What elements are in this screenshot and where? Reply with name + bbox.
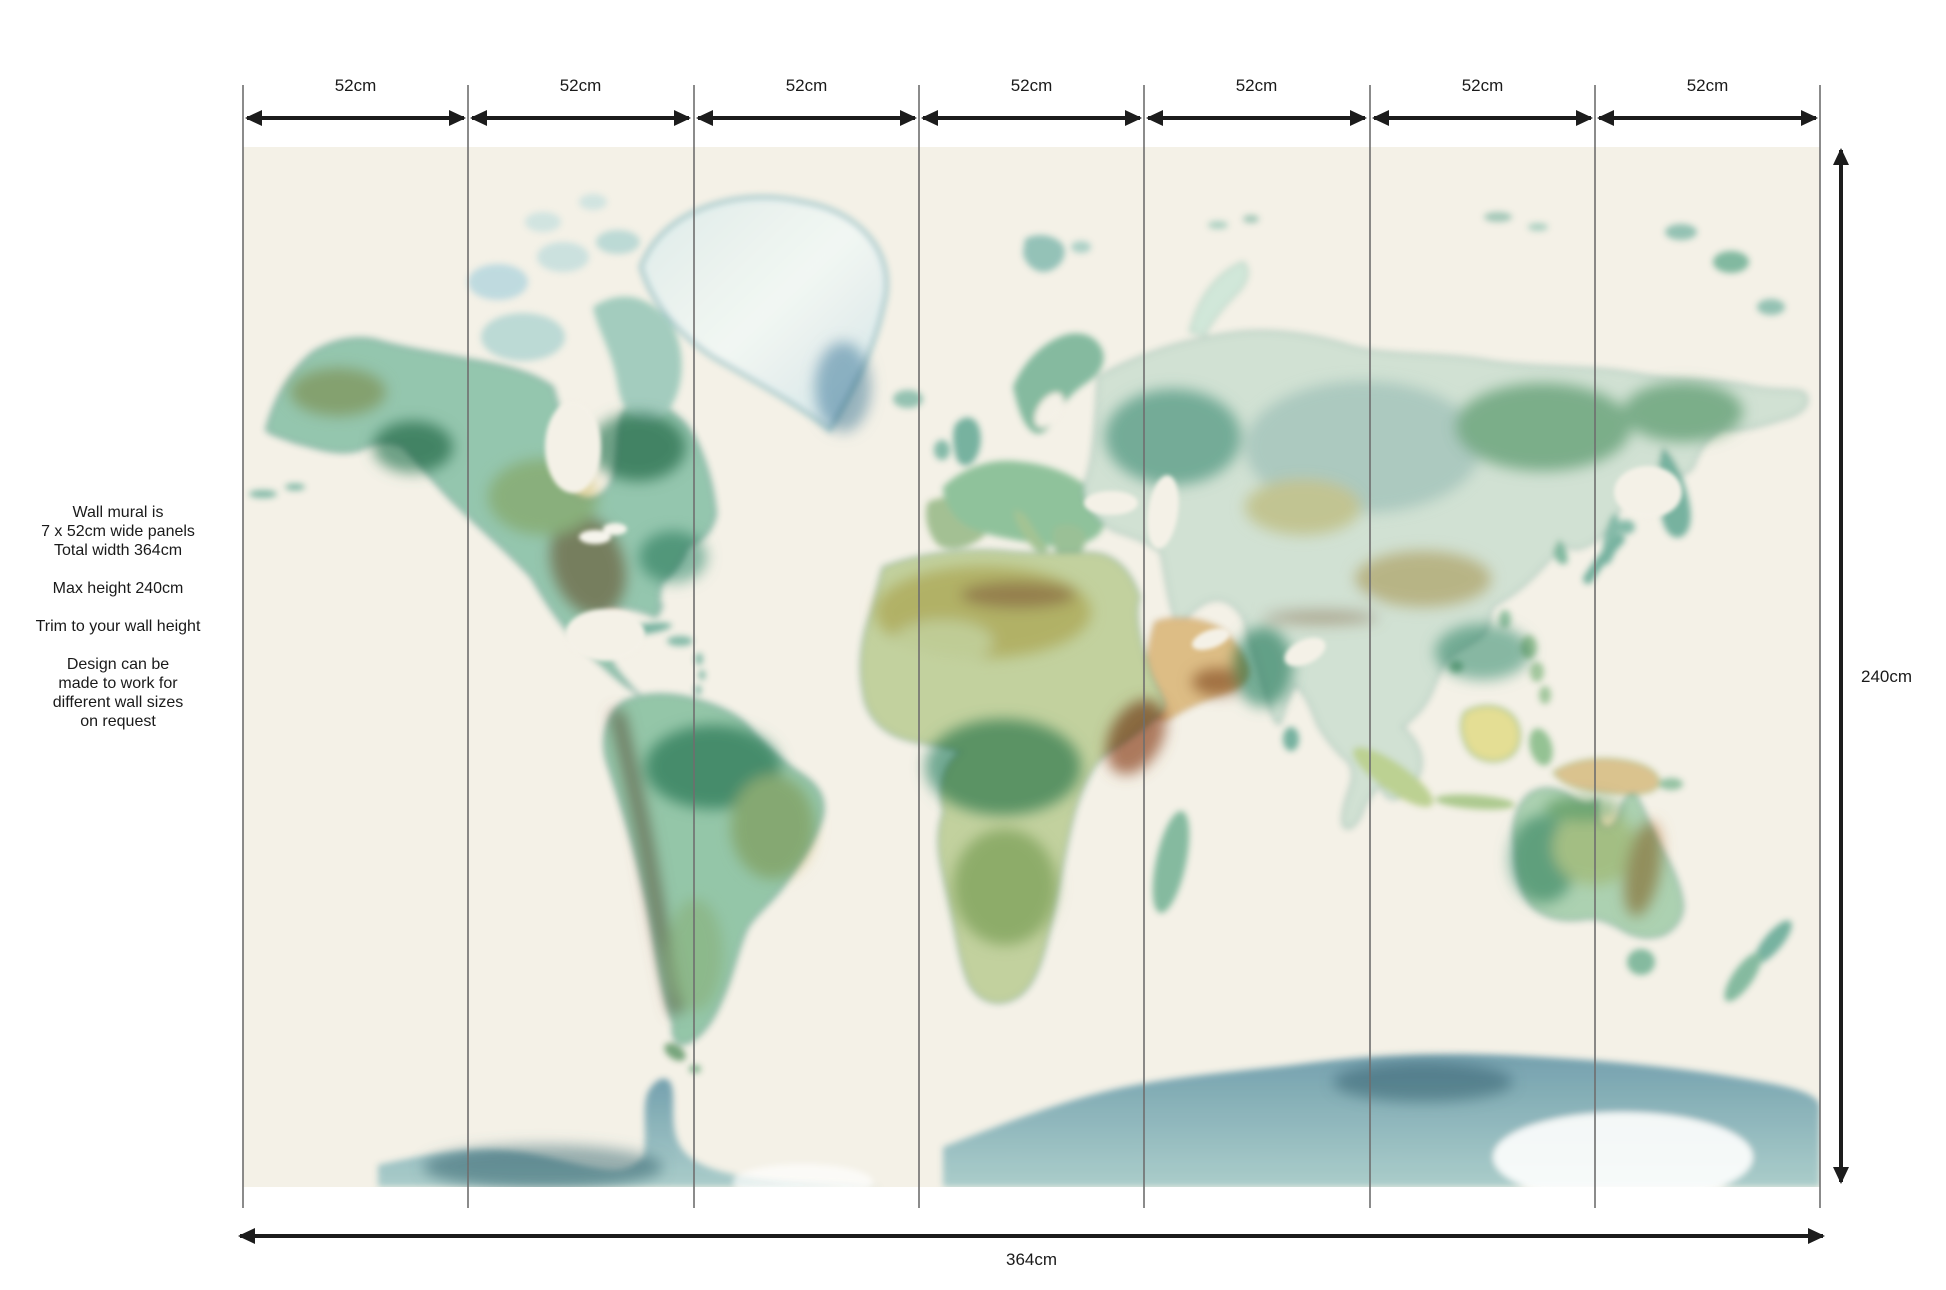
panel-width-label-2: 52cm: [559, 76, 602, 95]
panel-width-label-7: 52cm: [1686, 76, 1729, 95]
iceland: [893, 390, 923, 408]
note-line: different wall sizes: [52, 694, 184, 711]
water-bodies-layer: [545, 401, 1682, 667]
note-line: 7 x 52cm wide panels: [41, 523, 195, 540]
note-line: on request: [80, 713, 156, 730]
panel-divider-7: [1819, 85, 1821, 1208]
bay-of-bengal: [1284, 637, 1326, 667]
panel-width-label-5: 52cm: [1235, 76, 1278, 95]
great-lakes: [579, 530, 611, 544]
sea-of-okhotsk: [1614, 466, 1682, 518]
note-line: Design can be: [66, 656, 170, 673]
note-line: Wall mural is: [72, 504, 164, 521]
height-arrow: [1833, 148, 1849, 1184]
continent-europe: [926, 333, 1105, 558]
note-paragraph: Trim to your wall height: [4, 617, 232, 636]
mural-preview: [243, 147, 1820, 1187]
total-width-label: 364cm: [1005, 1250, 1058, 1269]
panel-width-arrow-2: [470, 110, 691, 126]
max-height-label: 240cm: [1861, 667, 1913, 686]
panel-width-arrow-1: [245, 110, 466, 126]
southeast-asia-islands: [1352, 635, 1683, 810]
hudson-bay: [545, 401, 601, 493]
panel-width-arrow-4: [921, 110, 1142, 126]
continents-layer: [249, 194, 1820, 1187]
panel-divider-2: [693, 85, 695, 1208]
panel-width-label-1: 52cm: [334, 76, 377, 95]
panel-divider-3: [918, 85, 920, 1208]
note-paragraph: Max height 240cm: [4, 579, 232, 598]
panel-width-label-3: 52cm: [785, 76, 828, 95]
world-map-watercolor: [249, 194, 1820, 1187]
watercolor-patches-layer: [290, 342, 1743, 1187]
panel-divider-1: [467, 85, 469, 1208]
gulf-of-mexico: [565, 609, 645, 661]
panel-divider-4: [1143, 85, 1145, 1208]
note-line: Max height 240cm: [52, 580, 184, 597]
persian-gulf: [1191, 628, 1231, 650]
black-sea: [1084, 491, 1138, 515]
note-line: Trim to your wall height: [35, 618, 201, 635]
panel-width-arrow-3: [696, 110, 917, 126]
panel-width-arrow-7: [1597, 110, 1818, 126]
panel-width-label-4: 52cm: [1010, 76, 1053, 95]
note-paragraph: Design can be made to work for different…: [4, 655, 232, 731]
caspian-sea: [1147, 475, 1179, 549]
panel-width-arrow-5: [1146, 110, 1367, 126]
panel-divider-0: [242, 85, 244, 1208]
panel-width-arrow-6: [1372, 110, 1593, 126]
panel-divider-6: [1594, 85, 1596, 1208]
total-width-arrow: [238, 1228, 1825, 1244]
notes-block: Wall mural is 7 x 52cm wide panels Total…: [4, 503, 232, 750]
panel-divider-5: [1369, 85, 1371, 1208]
note-line: Total width 364cm: [53, 542, 183, 559]
note-paragraph: Wall mural is 7 x 52cm wide panels Total…: [4, 503, 232, 560]
panel-width-label-6: 52cm: [1461, 76, 1504, 95]
note-line: made to work for: [58, 675, 178, 692]
